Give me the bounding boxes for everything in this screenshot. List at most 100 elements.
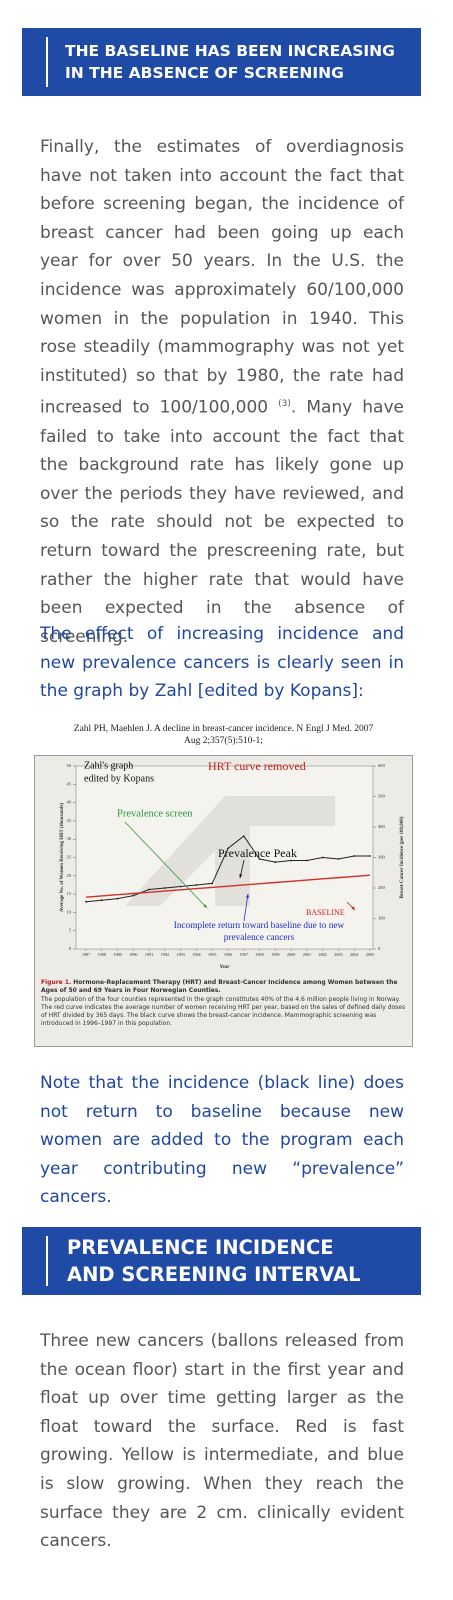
chart: 0510152025303540455001002003004005006001…: [60, 759, 405, 970]
reference: (3): [278, 399, 291, 410]
y-tick-label: 0: [69, 946, 72, 951]
x-tick-label: 2002: [318, 952, 326, 957]
y-tick-label: 10: [67, 909, 72, 914]
annotation: Incomplete return toward baseline due to…: [174, 921, 345, 931]
annotation: Prevalence Peak: [218, 846, 297, 860]
annotation: BASELINE: [306, 908, 345, 917]
x-tick-label: 2004: [350, 952, 359, 957]
point: [148, 888, 151, 891]
x-tick-label: 1989: [113, 952, 121, 957]
figure-caption: Figure 1. Hormone-Replacement Therapy (H…: [41, 979, 406, 1029]
x-tick-label: 2001: [303, 952, 311, 957]
arrow-head: [245, 894, 250, 898]
x-axis-title: Year: [220, 965, 231, 970]
x-tick-label: 1994: [192, 952, 201, 957]
y2-tick-label: 200: [378, 885, 386, 890]
arrow-head: [239, 874, 243, 878]
point: [337, 858, 340, 860]
heading-line: PREVALENCE INCIDENCE: [67, 1236, 334, 1259]
x-tick-label: 1987: [82, 952, 90, 957]
point: [274, 861, 277, 863]
point: [85, 900, 87, 903]
x-tick-label: 1993: [176, 952, 184, 957]
x-tick-label: 2003: [334, 952, 342, 957]
x-tick-label: 2005: [366, 952, 374, 957]
paragraph: The effect of increasing incidence and n…: [40, 624, 404, 702]
x-tick-label: 1999: [271, 952, 279, 957]
point: [179, 885, 182, 888]
section-heading: PREVALENCE INCIDENCE AND SCREENING INTERV…: [22, 1227, 421, 1295]
paragraph: Finally, the estimates of overdiagnosis …: [40, 133, 404, 651]
citation: Zahl PH, Maehlen J. A decline in breast-…: [34, 723, 413, 747]
y2-axis-title: Breast-Cancer Incidence (per 100,000): [400, 816, 405, 898]
caption-label: Figure 1.: [41, 979, 72, 986]
x-tick-label: 1990: [129, 952, 137, 957]
text: Finally, the estimates of overdiagnosis …: [40, 137, 404, 418]
heading-line: AND SCREENING INTERVAL: [67, 1263, 361, 1286]
figure: 0 5 10 15 20 25 30 35 40 45 50 0 100 200 300 400 500 600 1…: [34, 755, 413, 1047]
point: [305, 859, 308, 862]
point: [195, 884, 198, 886]
heading-text: PREVALENCE INCIDENCE AND SCREENING INTERV…: [67, 1234, 413, 1288]
y2-tick-label: 100: [378, 916, 386, 921]
y-tick-label: 15: [67, 891, 72, 896]
x-tick-label: 1998: [255, 952, 263, 957]
heading-rule: [46, 1236, 48, 1286]
point: [369, 855, 371, 857]
paragraph: Three new cancers (ballons released from…: [40, 1331, 404, 1552]
text: . Many have failed to take into account …: [40, 398, 404, 647]
x-tick-label: 1991: [145, 952, 153, 957]
heading-rule: [46, 37, 48, 87]
annotation-arrow: [243, 893, 249, 922]
section-heading: THE BASELINE HAS BEEN INCREASING IN THE …: [22, 28, 421, 96]
x-tick-label: 1995: [208, 952, 216, 957]
y-tick-label: 20: [67, 873, 72, 878]
point: [353, 855, 356, 857]
x-tick-label: 1997: [240, 952, 248, 957]
y-axis-title: Average No. of Women Receiving HRT (thou…: [60, 803, 65, 912]
caption-title: Hormone-Replacement Therapy (HRT) and Br…: [41, 979, 398, 995]
watermark-shape: [125, 796, 335, 906]
annotation: Prevalence screen: [117, 808, 193, 819]
annotation: prevalence cancers: [224, 933, 295, 943]
point: [100, 899, 103, 902]
x-tick-label: 1988: [98, 952, 106, 957]
x-tick-label: 2000: [287, 952, 295, 957]
y-tick-label: 5: [69, 928, 72, 933]
annotation-arrow: [124, 821, 208, 909]
point: [242, 835, 245, 838]
y2-tick-label: 600: [378, 763, 386, 768]
x-tick-label: 1996: [224, 952, 232, 957]
caption-body: The population of the four counties repr…: [41, 995, 406, 1028]
y2-tick-label: 400: [378, 824, 386, 829]
y-tick-label: 30: [67, 836, 72, 841]
y-tick-label: 45: [67, 781, 72, 786]
y2-tick-label: 300: [378, 855, 386, 860]
y-tick-label: 35: [67, 818, 72, 823]
arrow-head: [351, 906, 355, 910]
y-tick-label: 40: [67, 800, 72, 805]
y2-tick-label: 0: [378, 946, 381, 951]
y-tick-label: 50: [67, 763, 72, 768]
y2-tick-label: 500: [378, 794, 386, 799]
point: [321, 856, 324, 859]
point: [116, 897, 119, 900]
arrow-head: [203, 904, 207, 908]
citation-line: Zahl PH, Maehlen J. A decline in breast-…: [73, 724, 374, 734]
point: [132, 894, 135, 897]
point: [227, 847, 229, 850]
point: [290, 859, 293, 862]
chart-title: Zahl's graph: [84, 760, 133, 771]
series-line: [85, 874, 371, 898]
point: [163, 887, 166, 889]
x-tick-label: 1992: [161, 952, 169, 957]
y-tick-label: 25: [67, 855, 72, 860]
heading-text: THE BASELINE HAS BEEN INCREASING IN THE …: [65, 42, 395, 82]
citation-line: Aug 2;357(5):510-1;: [184, 736, 263, 746]
point: [211, 882, 214, 885]
point: [258, 858, 261, 860]
annotation: HRT curve removed: [208, 759, 306, 773]
chart-title: edited by Kopans: [84, 773, 154, 784]
